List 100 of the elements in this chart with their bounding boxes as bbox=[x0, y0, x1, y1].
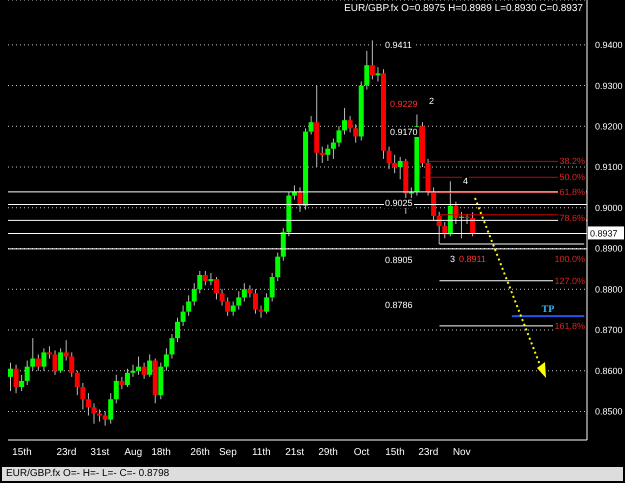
x-tick-label: 18th bbox=[151, 447, 171, 458]
candlestick bbox=[236, 290, 242, 310]
candlestick bbox=[92, 402, 97, 424]
annotation: 50.0% bbox=[558, 172, 586, 182]
candlestick bbox=[464, 213, 470, 225]
candlestick bbox=[124, 368, 130, 388]
candlestick bbox=[225, 296, 230, 316]
annotation: 61.8% bbox=[558, 187, 586, 197]
annotation: 0.9229 bbox=[389, 99, 419, 109]
candlestick bbox=[370, 40, 375, 80]
candlestick bbox=[258, 305, 264, 318]
y-tick-label: 0.8800 bbox=[595, 284, 623, 294]
y-tick-label: 0.8500 bbox=[595, 406, 623, 417]
candlestick bbox=[392, 154, 398, 174]
candlestick bbox=[130, 364, 136, 378]
annotation: 100.0% bbox=[553, 254, 586, 264]
candlestick bbox=[164, 348, 169, 372]
annotation: 4 bbox=[462, 176, 470, 186]
y-tick-label: 0.8600 bbox=[595, 366, 623, 376]
candlestick bbox=[320, 146, 325, 164]
candlestick bbox=[453, 201, 458, 225]
candlestick bbox=[247, 284, 252, 298]
candlestick bbox=[97, 408, 102, 422]
candlestick bbox=[69, 352, 74, 378]
candlestick bbox=[58, 348, 64, 374]
candlestick bbox=[52, 350, 58, 376]
candlestick bbox=[353, 124, 358, 144]
candlestick bbox=[336, 126, 342, 148]
x-tick-label: 15th bbox=[12, 447, 32, 458]
annotation: 0.8911 bbox=[458, 254, 487, 264]
x-tick-label: 29th bbox=[318, 447, 338, 458]
y-tick-label: 0.8900 bbox=[595, 244, 623, 254]
ref-line-label: TP bbox=[542, 304, 554, 316]
candlestick bbox=[36, 354, 41, 372]
y-tick-label: 0.8700 bbox=[595, 325, 623, 336]
candlestick bbox=[208, 272, 214, 286]
ref-line-label: 0.8937 bbox=[590, 228, 618, 238]
annotation: 161.8% bbox=[553, 321, 586, 331]
annotation: 0.9411 bbox=[384, 40, 413, 50]
candlestick bbox=[136, 356, 142, 376]
text: EUR/GBP.fx O=- H=- L=- C=- 0.8798 bbox=[2, 467, 623, 481]
candlestick bbox=[270, 272, 275, 302]
candlestick bbox=[14, 364, 19, 394]
x-tick-label: Sep bbox=[219, 447, 238, 458]
candlestick bbox=[64, 340, 69, 362]
candlestick bbox=[24, 360, 30, 386]
annotation: 78.6% bbox=[558, 213, 586, 223]
candlestick bbox=[470, 212, 476, 237]
candlestick bbox=[8, 362, 13, 392]
candlestick bbox=[102, 410, 108, 426]
candlestick bbox=[458, 211, 464, 239]
candlestick bbox=[220, 288, 225, 306]
candlestick bbox=[398, 156, 403, 180]
candlestick bbox=[41, 348, 46, 372]
candlestick bbox=[386, 146, 392, 170]
annotation: 0.8905 bbox=[384, 255, 414, 265]
annotation: 0.9025 bbox=[384, 198, 414, 208]
candlestick bbox=[142, 362, 147, 380]
candlestick bbox=[86, 392, 91, 416]
candlestick bbox=[242, 282, 247, 302]
annotation: 0.9170 bbox=[389, 127, 419, 137]
x-tick-label: 23rd bbox=[418, 447, 438, 458]
candlestick bbox=[46, 346, 52, 360]
y-tick-label: 0.9400 bbox=[595, 40, 623, 50]
annotation: EUR/GBP.fx O=0.8975 H=0.8989 L=0.8930 C=0.8937 bbox=[344, 3, 583, 14]
candlestick bbox=[19, 374, 24, 392]
candlestick bbox=[197, 270, 202, 294]
candlestick bbox=[114, 374, 119, 404]
x-tick-label: 31st bbox=[90, 447, 110, 458]
candlestick bbox=[80, 382, 86, 410]
annotation: 3 bbox=[449, 254, 456, 264]
candlestick bbox=[192, 282, 197, 306]
candlestick bbox=[108, 392, 114, 424]
x-tick-label: 23rd bbox=[56, 447, 76, 458]
annotation: 2 bbox=[428, 96, 436, 106]
candlestick bbox=[74, 370, 80, 396]
candlestick bbox=[252, 288, 258, 314]
candlestick bbox=[147, 354, 152, 378]
candlestick bbox=[202, 270, 208, 286]
candlestick bbox=[30, 338, 36, 372]
candlestick bbox=[442, 222, 448, 239]
y-tick-label: 0.9300 bbox=[595, 80, 623, 91]
annotation: 38.2% bbox=[558, 156, 586, 166]
x-tick-label: 11th bbox=[252, 447, 271, 458]
x-tick-label: 26th bbox=[190, 447, 210, 458]
candlestick bbox=[375, 66, 380, 82]
candlestick bbox=[119, 376, 124, 390]
y-tick-label: 0.9100 bbox=[595, 162, 623, 172]
candlestick bbox=[348, 116, 353, 133]
x-tick-label: Oct bbox=[354, 447, 370, 458]
candlestick bbox=[169, 334, 174, 360]
candlestick bbox=[364, 50, 370, 90]
candlestick bbox=[175, 317, 180, 343]
y-tick-label: 0.9200 bbox=[595, 121, 623, 132]
candlestick bbox=[264, 292, 270, 314]
candlestick bbox=[275, 252, 280, 282]
candlestick bbox=[325, 144, 330, 162]
y-tick-label: 0.9000 bbox=[595, 202, 623, 213]
candlestick bbox=[342, 107, 348, 135]
candlestick bbox=[214, 276, 219, 300]
